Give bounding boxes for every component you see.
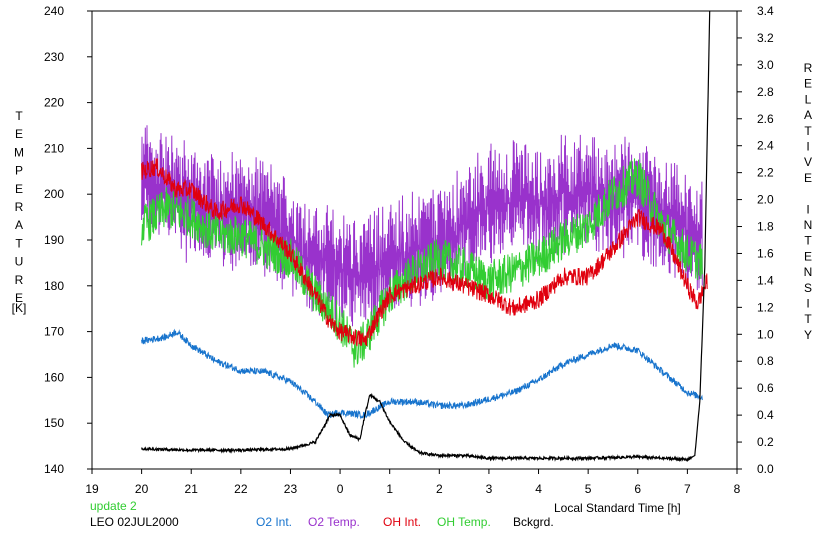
x-tick-label: 21 <box>185 482 199 496</box>
left-axis-label-letter: R <box>15 273 24 287</box>
left-tick-label: 190 <box>44 233 64 247</box>
right-tick-label: 1.4 <box>757 273 774 287</box>
legend-item: Bckgrd. <box>513 515 554 529</box>
left-axis-label-letter: R <box>15 200 24 214</box>
right-axis-label-letter: T <box>804 124 812 138</box>
right-axis-label-letter: E <box>804 77 812 91</box>
left-axis-label-letter: E <box>15 127 23 141</box>
left-axis-label-letter: A <box>15 218 23 232</box>
left-tick-label: 200 <box>44 187 64 201</box>
legend-item: O2 Int. <box>256 515 292 529</box>
left-axis-unit: [K] <box>12 301 27 315</box>
right-tick-label: 3.0 <box>757 58 774 72</box>
legend-item: OH Int. <box>383 515 421 529</box>
right-axis-label-letter: R <box>804 61 813 75</box>
left-tick-label: 150 <box>44 416 64 430</box>
station-label: LEO 02JUL2000 <box>90 515 179 529</box>
right-tick-label: 1.0 <box>757 327 774 341</box>
left-tick-label: 180 <box>44 279 64 293</box>
right-axis-label-letter: L <box>805 92 812 106</box>
x-tick-label: 22 <box>234 482 248 496</box>
right-axis-label-letter: I <box>806 297 809 311</box>
right-tick-label: 3.2 <box>757 31 774 45</box>
x-tick-label: 0 <box>337 482 344 496</box>
x-tick-label: 23 <box>284 482 298 496</box>
update-label: update 2 <box>90 499 137 513</box>
right-tick-label: 0.6 <box>757 381 774 395</box>
right-axis-label-letter: N <box>804 218 813 232</box>
series-oh-int <box>141 158 708 347</box>
x-tick-label: 3 <box>486 482 493 496</box>
right-tick-label: 2.6 <box>757 112 774 126</box>
right-tick-label: 1.8 <box>757 220 774 234</box>
left-tick-label: 140 <box>44 462 64 476</box>
left-axis-label-letter: T <box>15 236 23 250</box>
x-tick-label: 6 <box>634 482 641 496</box>
right-axis-label-letter: V <box>804 155 812 169</box>
series-bckgrd <box>141 10 711 463</box>
left-tick-label: 210 <box>44 141 64 155</box>
left-tick-label: 170 <box>44 325 64 339</box>
left-tick-label: 240 <box>44 4 64 18</box>
right-axis-label-letter: T <box>804 312 812 326</box>
right-tick-label: 0.2 <box>757 435 774 449</box>
right-tick-label: 3.4 <box>757 4 774 18</box>
left-axis-label-letter: U <box>15 255 24 269</box>
x-tick-label: 2 <box>436 482 443 496</box>
right-tick-label: 2.8 <box>757 85 774 99</box>
left-axis-label-letter: E <box>15 291 23 305</box>
right-axis-label-letter: I <box>806 140 809 154</box>
legend-item: OH Temp. <box>437 515 491 529</box>
right-axis-label-letter: A <box>804 108 812 122</box>
x-tick-label: 7 <box>684 482 691 496</box>
right-tick-label: 0.8 <box>757 354 774 368</box>
right-axis-label-letter: I <box>806 202 809 216</box>
left-tick-label: 230 <box>44 50 64 64</box>
left-tick-label: 160 <box>44 370 64 384</box>
series-layer <box>141 10 711 463</box>
right-tick-label: 2.4 <box>757 139 774 153</box>
x-axis-label: Local Standard Time [h] <box>554 501 681 515</box>
series-oh-temp <box>141 158 703 368</box>
x-tick-label: 4 <box>535 482 542 496</box>
right-axis-label-letter: Y <box>804 328 812 342</box>
legend: O2 Int. O2 Temp. OH Int. OH Temp. Bckgrd. <box>256 515 554 529</box>
right-axis-label-letter: N <box>804 265 813 279</box>
x-tick-label: 8 <box>734 482 741 496</box>
x-tick-label: 19 <box>85 482 99 496</box>
right-tick-label: 0.0 <box>757 462 774 476</box>
x-tick-label: 1 <box>386 482 393 496</box>
left-tick-label: 220 <box>44 96 64 110</box>
series-o2-int <box>141 328 703 420</box>
left-axis-label-letter: E <box>15 182 23 196</box>
right-axis-label-letter: S <box>804 281 812 295</box>
x-tick-label: 5 <box>585 482 592 496</box>
axes: 19 20 21 22 23 0 1 2 3 4 5 6 7 8140150160170180190200… <box>44 4 774 496</box>
right-axis-label-letter: T <box>804 234 812 248</box>
left-axis-label-letter: P <box>15 164 23 178</box>
legend-item: O2 Temp. <box>308 515 360 529</box>
right-axis-label-letter: E <box>804 249 812 263</box>
right-tick-label: 2.0 <box>757 193 774 207</box>
right-tick-label: 2.2 <box>757 166 774 180</box>
left-axis-label-letter: M <box>14 145 24 159</box>
right-tick-label: 1.2 <box>757 300 774 314</box>
x-tick-label: 20 <box>135 482 149 496</box>
right-tick-label: 0.4 <box>757 408 774 422</box>
left-axis-label-letter: T <box>15 109 23 123</box>
right-tick-label: 1.6 <box>757 246 774 260</box>
right-axis-label-letter: E <box>804 171 812 185</box>
